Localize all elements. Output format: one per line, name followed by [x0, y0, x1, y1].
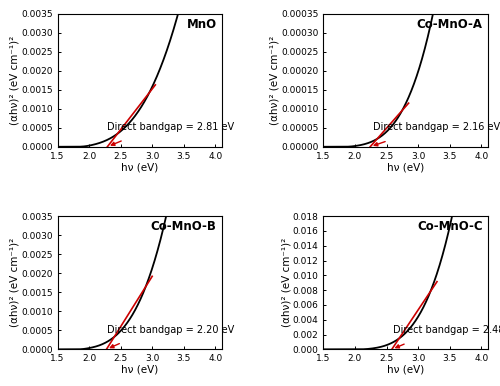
X-axis label: hν (eV): hν (eV) — [121, 162, 158, 172]
Text: Co-MnO-C: Co-MnO-C — [417, 220, 482, 233]
X-axis label: hν (eV): hν (eV) — [121, 365, 158, 374]
Y-axis label: (αhν)² (eV cm⁻¹)²: (αhν)² (eV cm⁻¹)² — [270, 36, 280, 125]
X-axis label: hν (eV): hν (eV) — [387, 365, 424, 374]
Y-axis label: (αhν)² (eV cm⁻¹)²: (αhν)² (eV cm⁻¹)² — [10, 238, 20, 327]
Text: Co-MnO-A: Co-MnO-A — [416, 17, 482, 30]
Y-axis label: (αhν)² (eV cm⁻¹)²: (αhν)² (eV cm⁻¹)² — [282, 238, 292, 327]
Text: Direct bandgap = 2.48 eV: Direct bandgap = 2.48 eV — [393, 325, 500, 335]
Text: MnO: MnO — [186, 17, 216, 30]
X-axis label: hν (eV): hν (eV) — [387, 162, 424, 172]
Text: Direct bandgap = 2.81 eV: Direct bandgap = 2.81 eV — [106, 122, 234, 132]
Text: Co-MnO-B: Co-MnO-B — [151, 220, 216, 233]
Text: Direct bandgap = 2.20 eV: Direct bandgap = 2.20 eV — [106, 325, 234, 335]
Text: Direct bandgap = 2.16 eV: Direct bandgap = 2.16 eV — [372, 122, 500, 132]
Y-axis label: (αhν)² (eV cm⁻¹)²: (αhν)² (eV cm⁻¹)² — [10, 36, 20, 125]
